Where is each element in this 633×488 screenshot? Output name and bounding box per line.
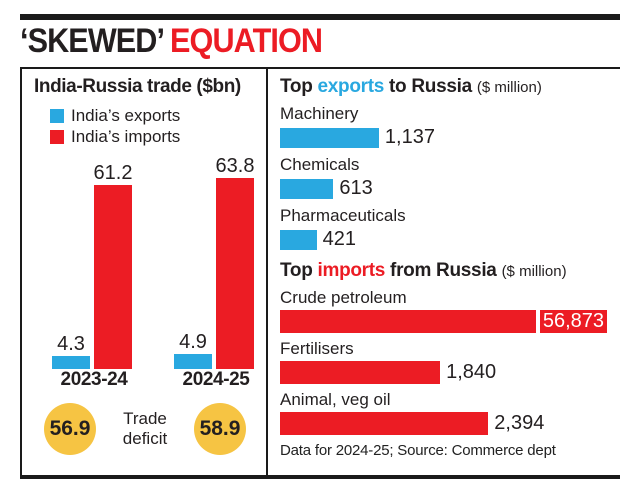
page-title-skewed: ‘SKEWED’ xyxy=(20,22,163,60)
exports-unit-label: ($ million) xyxy=(476,79,542,96)
legend-item-imports: India’s imports xyxy=(50,126,256,147)
bar-imports-2023-24: 61.2 xyxy=(94,149,132,369)
animal-veg-oil-bar xyxy=(280,412,489,435)
import-item-animal-veg-oil: Animal, veg oil 2,394 xyxy=(280,390,607,435)
exports-swatch-icon xyxy=(50,108,64,123)
bar-imports-2024-25: 63.8 xyxy=(216,149,254,369)
heading-text: to Russia xyxy=(384,76,472,97)
crude-petroleum-bar xyxy=(280,310,536,333)
trade-deficit-row: 56.9 Trade deficit 58.9 xyxy=(44,403,246,455)
bar-exports-2023-24: 4.3 xyxy=(52,149,90,369)
export-item-machinery: Machinery 1,137 xyxy=(280,104,607,149)
import-item-crude-petroleum: Crude petroleum 56,873 xyxy=(280,288,607,333)
export-value: 1,137 xyxy=(384,126,435,148)
chemicals-bar xyxy=(280,178,334,199)
deficit-badge-2023-24: 56.9 xyxy=(44,403,96,455)
top-imports-heading: Top imports from Russia ($ million) xyxy=(280,260,607,282)
legend-exports-label: India’s exports xyxy=(71,106,181,125)
imports-swatch-icon xyxy=(50,129,64,144)
crude-petroleum-value-box: 56,873 xyxy=(539,310,607,333)
bar-value-label: 4.3 xyxy=(57,333,85,356)
bar-value-label: 4.9 xyxy=(179,331,207,354)
page-title: ‘SKEWED’ EQUATION xyxy=(20,22,323,61)
export-item-pharmaceuticals: Pharmaceuticals 421 xyxy=(280,206,607,251)
heading-text: Top xyxy=(280,260,318,281)
export-bar-row: 1,137 xyxy=(280,126,607,149)
imports-bar-2023-24 xyxy=(94,185,132,369)
main-content: India-Russia trade ($bn) India’s exports… xyxy=(20,67,620,479)
export-item-chemicals: Chemicals 613 xyxy=(280,155,607,200)
grouped-bar-chart: 4.3 61.2 4.9 63.8 xyxy=(34,149,256,369)
exports-bar-2023-24 xyxy=(52,356,90,369)
legend-item-exports: India’s exports xyxy=(50,105,256,126)
legend-imports-label: India’s imports xyxy=(71,127,181,146)
import-label: Fertilisers xyxy=(280,339,354,358)
trade-chart-panel: India-Russia trade ($bn) India’s exports… xyxy=(20,69,268,475)
export-label: Chemicals xyxy=(280,155,360,174)
bar-value-label: 63.8 xyxy=(215,154,255,177)
import-item-fertilisers: Fertilisers 1,840 xyxy=(280,339,607,384)
deficit-badge-2024-25: 58.9 xyxy=(194,403,246,455)
import-value: 2,394 xyxy=(494,412,545,434)
trade-chart-title: India-Russia trade ($bn) xyxy=(34,76,241,97)
fertilisers-bar xyxy=(280,361,441,384)
export-label: Pharmaceuticals xyxy=(280,206,406,225)
imports-unit-label: ($ million) xyxy=(501,263,567,280)
imports-bar-2024-25 xyxy=(216,177,254,369)
import-value: 1,840 xyxy=(446,361,497,383)
category-2024-25: 2024-25 xyxy=(182,369,250,390)
machinery-bar xyxy=(280,127,379,148)
import-bar-row: 2,394 xyxy=(280,412,607,435)
export-bar-row: 613 xyxy=(280,177,607,200)
top-exports-heading: Top exports to Russia ($ million) xyxy=(280,76,607,98)
bar-value-label: 61.2 xyxy=(93,162,133,185)
exports-imports-panel: Top exports to Russia ($ million) Machin… xyxy=(268,69,620,475)
trade-deficit-label: Trade deficit xyxy=(122,409,168,448)
category-2023-24: 2023-24 xyxy=(60,369,128,390)
bar-exports-2024-25: 4.9 xyxy=(174,149,212,369)
page-title-equation: EQUATION xyxy=(170,22,323,60)
export-label: Machinery xyxy=(280,104,359,123)
import-label: Animal, veg oil xyxy=(280,390,391,409)
top-rule xyxy=(20,14,620,20)
export-value: 613 xyxy=(339,177,373,199)
heading-highlight-imports: imports xyxy=(317,260,386,281)
export-value: 421 xyxy=(322,228,356,250)
import-label: Crude petroleum xyxy=(280,288,407,307)
import-bar-row: 1,840 xyxy=(280,361,607,384)
exports-bar-2024-25 xyxy=(174,354,212,369)
import-bar-row: 56,873 xyxy=(280,310,607,333)
category-axis: 2023-24 2024-25 xyxy=(34,369,256,395)
source-note: Data for 2024-25; Source: Commerce dept xyxy=(280,442,556,459)
pharmaceuticals-bar xyxy=(280,229,317,250)
heading-highlight-exports: exports xyxy=(317,76,385,97)
heading-text: from Russia xyxy=(385,260,497,281)
legend: India’s exports India’s imports xyxy=(50,105,256,147)
heading-text: Top xyxy=(280,76,318,97)
export-bar-row: 421 xyxy=(280,228,607,251)
